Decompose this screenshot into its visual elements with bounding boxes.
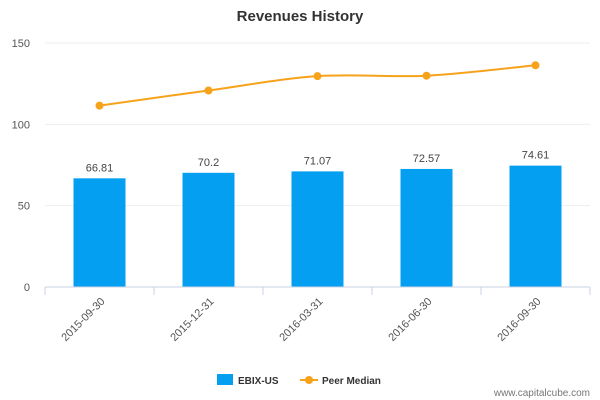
x-tick-label-0: 2015-09-30 <box>59 296 107 344</box>
bar-data-label-4: 74.61 <box>522 150 550 162</box>
bar-0[interactable] <box>73 178 126 287</box>
peer-median-point-0[interactable] <box>95 101 104 110</box>
peer-median-point-3[interactable] <box>422 71 431 80</box>
legend-label-peer-median[interactable]: Peer Median <box>322 376 381 387</box>
y-tick-label-2: 100 <box>12 119 30 131</box>
peer-median-point-4[interactable] <box>531 61 540 70</box>
bar-1[interactable] <box>182 172 235 287</box>
bar-data-label-1: 70.2 <box>198 157 219 169</box>
chart-title: Revenues History <box>237 8 364 25</box>
peer-median-point-2[interactable] <box>313 72 322 81</box>
x-tick-label-3: 2016-06-30 <box>386 296 434 344</box>
legend-label-ebix-us[interactable]: EBIX-US <box>238 376 279 387</box>
legend-marker-peer-median <box>305 376 313 384</box>
x-tick-label-1: 2015-12-31 <box>168 296 216 344</box>
watermark: www.capitalcube.com <box>493 388 590 399</box>
y-tick-label-0: 0 <box>24 282 30 294</box>
peer-median-point-1[interactable] <box>204 86 213 95</box>
x-tick-label-2: 2016-03-31 <box>277 296 325 344</box>
peer-median-line <box>99 64 536 107</box>
x-tick-label-4: 2016-09-30 <box>495 296 543 344</box>
bar-data-label-0: 66.81 <box>86 162 114 174</box>
bar-4[interactable] <box>509 165 562 287</box>
legend-swatch-ebix-us <box>217 374 233 385</box>
legend: EBIX-US Peer Median <box>217 374 381 387</box>
bar-data-label-3: 72.57 <box>413 153 441 165</box>
y-tick-label-3: 150 <box>12 38 30 50</box>
y-tick-label-1: 50 <box>18 201 30 213</box>
bar-3[interactable] <box>400 168 453 287</box>
bar-series-ebix-us: 66.81 70.2 71.07 72.57 74.61 <box>73 150 562 287</box>
bar-data-label-2: 71.07 <box>304 155 332 167</box>
bar-2[interactable] <box>291 171 344 287</box>
line-series-peer-median <box>95 61 540 110</box>
